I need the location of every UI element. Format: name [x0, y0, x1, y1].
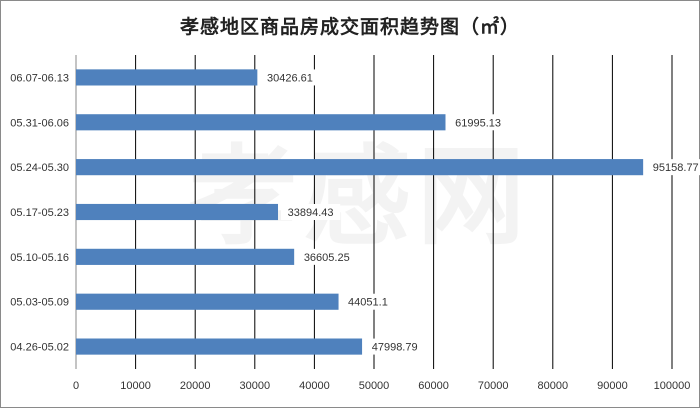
- data-label-box: [646, 159, 700, 176]
- chart-title: 孝感地区商品房成交面积趋势图（㎡）: [179, 16, 520, 38]
- x-tick-label: 0: [73, 380, 79, 392]
- x-tick-label: 70000: [478, 380, 509, 392]
- x-tick-label: 40000: [299, 380, 330, 392]
- category-label: 05.10-05.16: [10, 252, 69, 264]
- data-label-box: [260, 69, 320, 86]
- data-labels: 30426.61 61995.13 95158.77 33894.43 36605.25…: [260, 69, 700, 355]
- x-tick-label: 20000: [180, 380, 211, 392]
- category-label: 05.31-06.06: [10, 117, 69, 129]
- x-tick-label: 90000: [597, 380, 628, 392]
- data-label: 30426.61: [267, 72, 313, 84]
- data-label-box: [297, 248, 357, 265]
- bar: [76, 338, 363, 355]
- data-label-box: [365, 338, 425, 355]
- category-label: 06.07-06.13: [10, 72, 69, 84]
- bar: [76, 159, 644, 176]
- x-tick-label: 30000: [240, 380, 271, 392]
- data-label-box: [281, 204, 341, 220]
- category-label: 04.26-05.02: [10, 342, 69, 354]
- bar: [76, 69, 258, 86]
- x-tick-label: 100000: [654, 380, 691, 392]
- x-tick-label: 50000: [359, 380, 390, 392]
- data-label: 95158.77: [653, 162, 699, 174]
- x-tick-label: 80000: [538, 380, 569, 392]
- bar: [76, 114, 446, 131]
- bar: [76, 293, 339, 310]
- category-axis: 06.07-06.13 05.31-06.06 05.24-05.30 05.17-0…: [10, 72, 69, 353]
- bars: [76, 69, 644, 355]
- bar: [76, 248, 295, 265]
- data-label: 33894.43: [288, 207, 334, 219]
- value-axis: 0 10000 20000 30000 40000 50000 60000 70000 8000…: [73, 380, 690, 392]
- x-tick-label: 10000: [120, 380, 151, 392]
- data-label: 36605.25: [304, 252, 350, 264]
- category-label: 05.03-05.09: [10, 297, 69, 309]
- category-label: 05.24-05.30: [10, 162, 69, 174]
- data-label: 61995.13: [455, 117, 501, 129]
- category-label: 05.17-05.23: [10, 207, 69, 219]
- data-label-box: [341, 293, 395, 310]
- data-label: 44051.1: [348, 297, 388, 309]
- data-label-box: [448, 114, 508, 131]
- bar: [76, 203, 279, 221]
- data-label: 47998.79: [372, 342, 418, 354]
- x-tick-label: 60000: [418, 380, 449, 392]
